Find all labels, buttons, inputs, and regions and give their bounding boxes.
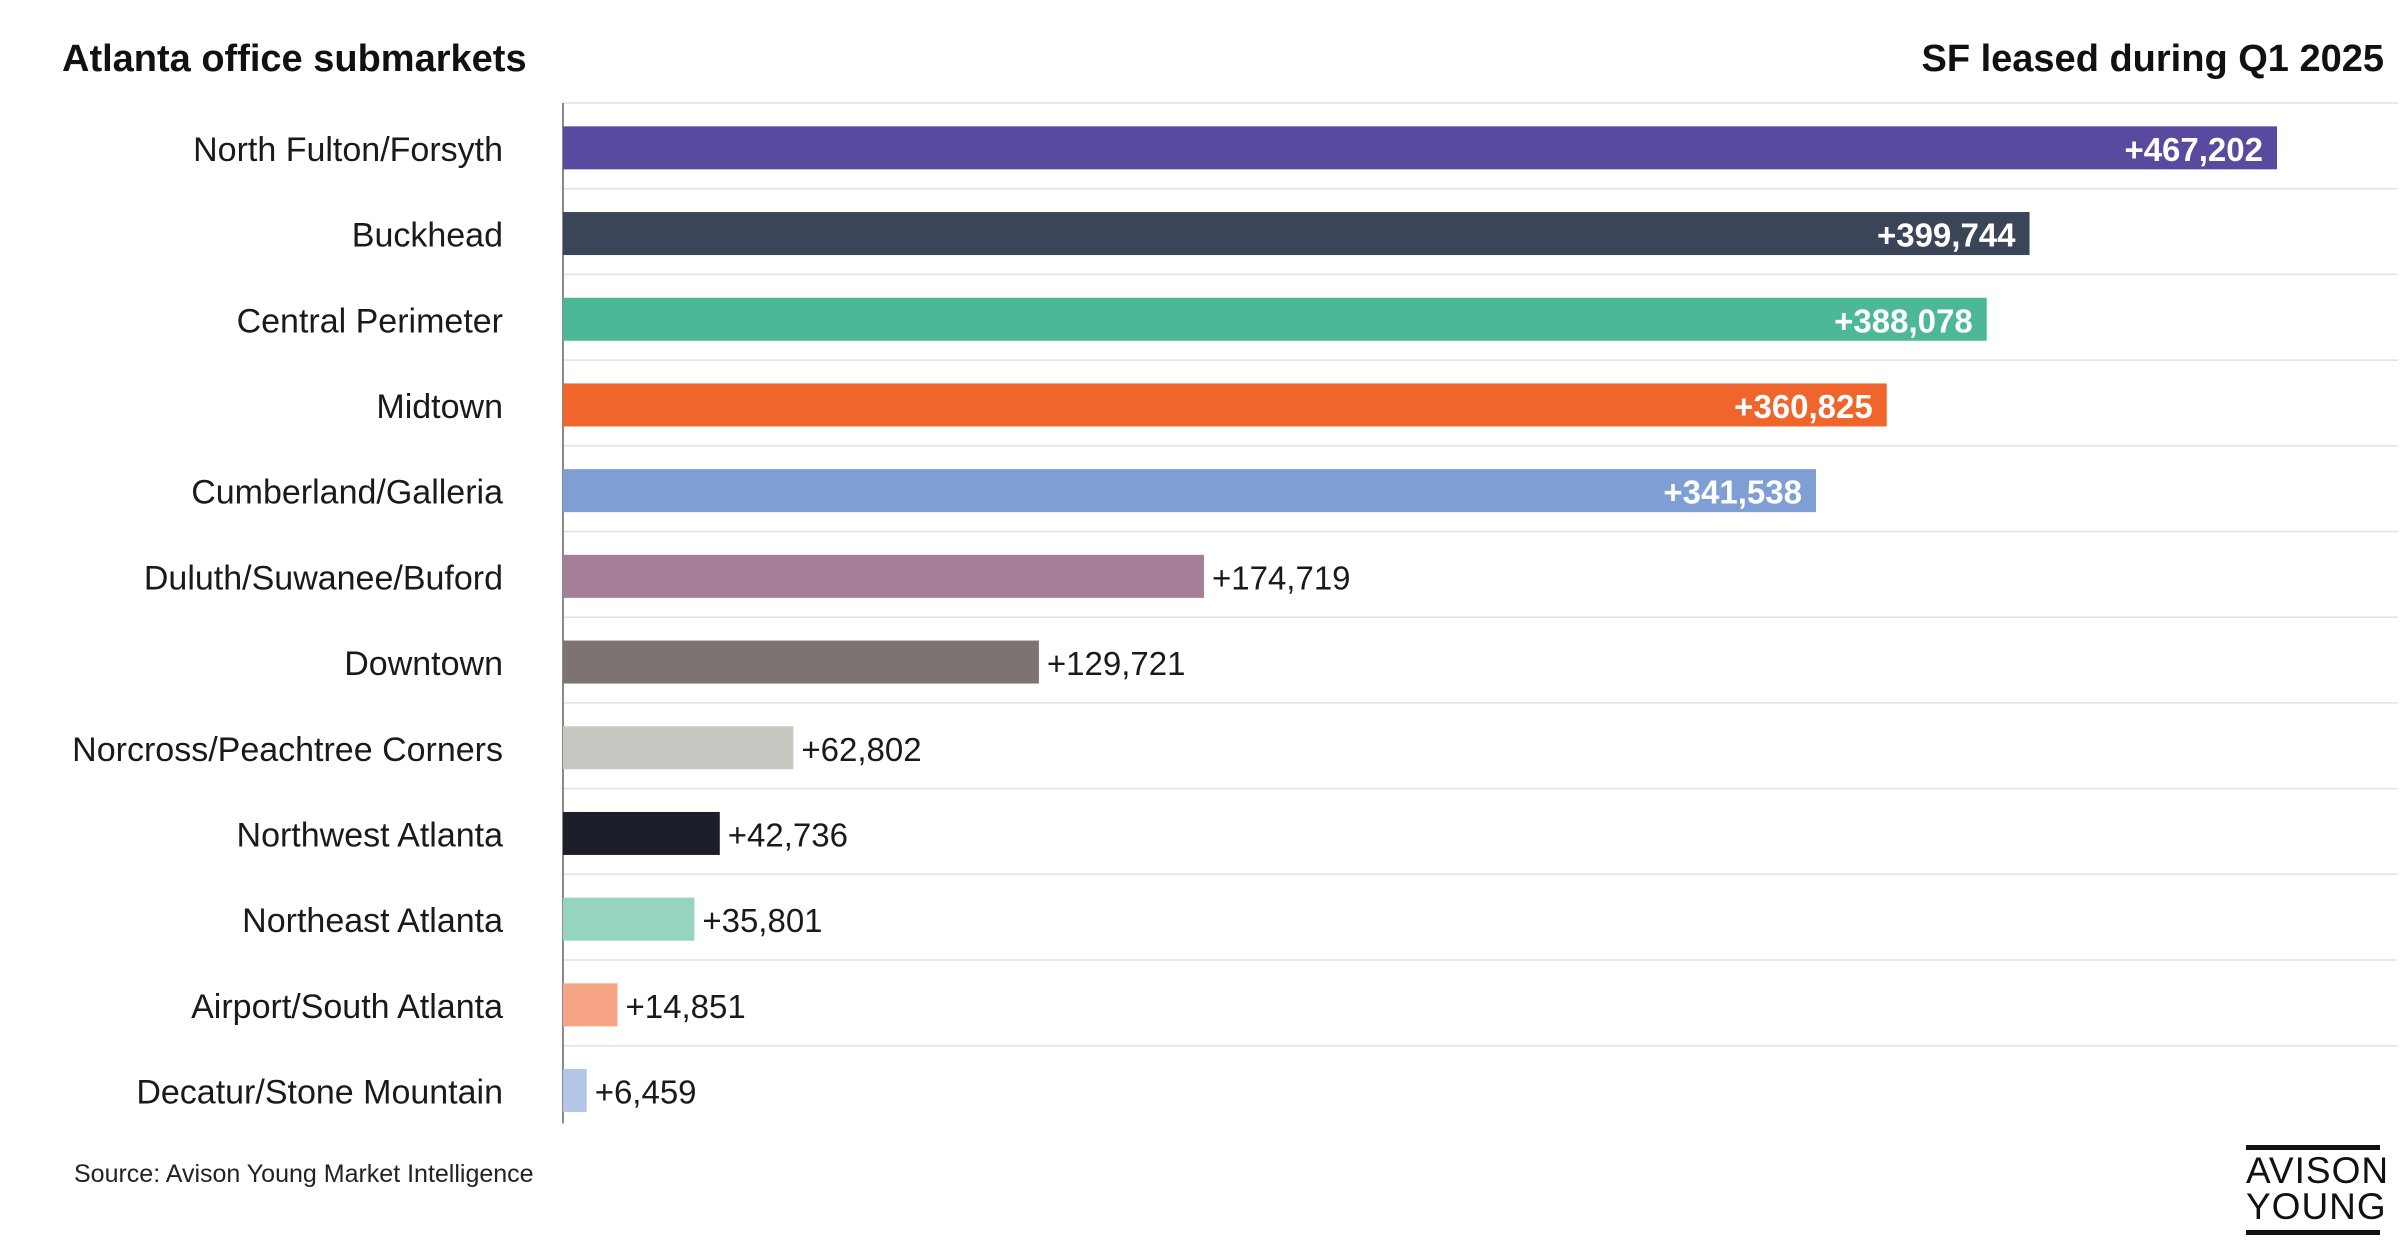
category-label: Duluth/Suwanee/Buford — [144, 559, 503, 597]
bar — [563, 726, 794, 770]
avison-young-logo: AVISON YOUNG — [2246, 1145, 2390, 1235]
bar — [563, 811, 720, 855]
logo-line-1: AVISON — [2246, 1150, 2390, 1191]
bar — [563, 383, 1887, 427]
bar — [563, 297, 1987, 341]
data-label: +174,719 — [1212, 559, 1351, 596]
data-label: +62,802 — [801, 731, 921, 768]
category-label: Cumberland/Galleria — [191, 474, 503, 512]
category-label: Northeast Atlanta — [242, 902, 503, 940]
bar — [563, 983, 618, 1027]
source-note: Source: Avison Young Market Intelligence — [74, 1160, 534, 1188]
category-label: Buckhead — [352, 217, 503, 255]
data-label: +35,801 — [702, 902, 822, 939]
bar — [563, 554, 1204, 598]
data-label: +341,538 — [1663, 474, 1802, 511]
chart-header-left: Atlanta office submarkets — [62, 38, 527, 80]
data-label: +467,202 — [2124, 131, 2263, 168]
category-label: Northwest Atlanta — [237, 816, 504, 854]
data-label: +14,851 — [625, 988, 745, 1025]
bar — [563, 212, 2030, 256]
data-label: +360,825 — [1734, 388, 1873, 425]
bar — [563, 126, 2277, 170]
category-label: Central Perimeter — [237, 302, 503, 340]
bar — [563, 897, 695, 941]
logo-line-2: YOUNG — [2246, 1186, 2387, 1227]
category-label: Decatur/Stone Mountain — [136, 1074, 503, 1112]
data-label: +6,459 — [595, 1074, 697, 1111]
data-label: +42,736 — [728, 816, 848, 853]
category-label: Norcross/Peachtree Corners — [72, 731, 503, 769]
bar — [563, 469, 1816, 513]
category-label: North Fulton/Forsyth — [193, 131, 503, 169]
data-label: +388,078 — [1834, 302, 1973, 339]
data-label: +129,721 — [1047, 645, 1186, 682]
data-label: +399,744 — [1877, 217, 2016, 254]
category-label: Airport/South Atlanta — [191, 988, 503, 1026]
bar — [563, 640, 1039, 684]
category-label: Midtown — [376, 388, 503, 426]
chart-header-right: SF leased during Q1 2025 — [1921, 38, 2384, 80]
category-label: Downtown — [344, 645, 503, 683]
bar — [563, 1069, 587, 1113]
